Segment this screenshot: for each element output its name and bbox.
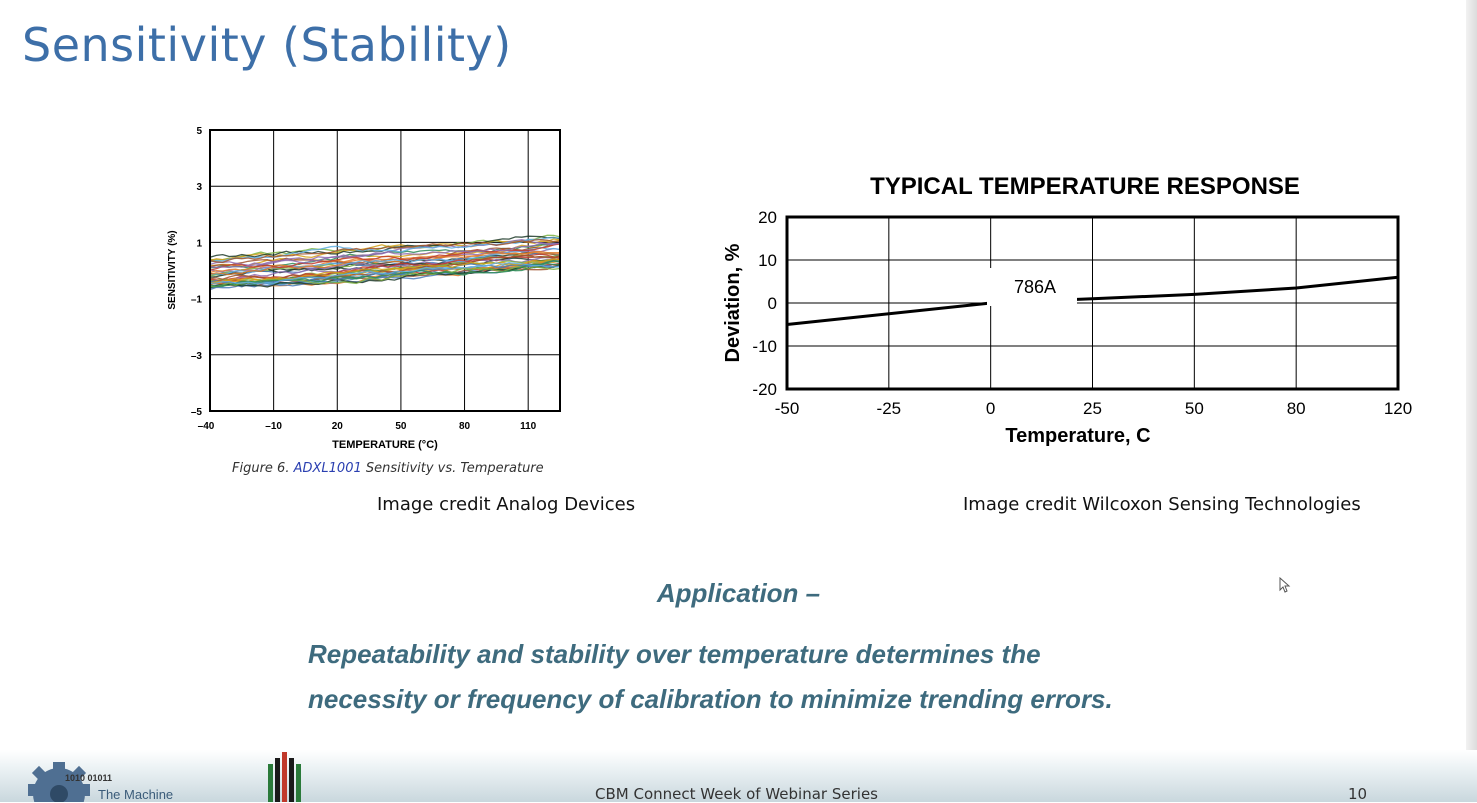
caption-prefix: Figure 6. — [232, 461, 294, 476]
y-tick-label: -20 — [752, 380, 777, 399]
chart-series-group — [209, 234, 561, 291]
sensitivity-series-line — [209, 259, 561, 288]
series-line-group — [786, 275, 1399, 326]
x-tick-label: -50 — [775, 399, 800, 418]
application-line-1: Repeatability and stability over tempera… — [308, 639, 1041, 669]
y-tick-label: 1 — [196, 238, 202, 249]
sensitivity-series-line — [209, 260, 561, 287]
university-logo-icon — [268, 752, 301, 802]
sensitivity-series-line — [209, 258, 561, 285]
application-text: Repeatability and stability over tempera… — [308, 632, 1208, 722]
series-label-bg — [987, 268, 1077, 306]
sensitivity-series-line — [209, 264, 561, 288]
x-tick-label: 80 — [1287, 399, 1306, 418]
image-credit-left: Image credit Analog Devices — [377, 494, 636, 515]
series-label-786a: 786A — [1014, 277, 1056, 297]
x-tick-label: 50 — [1185, 399, 1204, 418]
chart-title: TYPICAL TEMPERATURE RESPONSE — [870, 173, 1300, 200]
y-tick-label: –1 — [191, 295, 203, 306]
footer-series-title: CBM Connect Week of Webinar Series — [595, 785, 878, 803]
x-tick-label: 80 — [459, 421, 471, 432]
y-tick-label: 10 — [758, 251, 777, 270]
x-axis-label: TEMPERATURE (°C) — [332, 439, 438, 451]
y-tick-label: -10 — [752, 337, 777, 356]
slide-title: Sensitivity (Stability) — [22, 18, 512, 72]
plot-frame — [785, 215, 1400, 391]
x-tick-label: -25 — [877, 399, 902, 418]
chart-grid — [787, 216, 1398, 390]
logo-binary-text: 1010 01011 — [65, 773, 113, 783]
plot-frame — [209, 129, 561, 412]
window-edge — [1466, 0, 1477, 802]
y-tick-label: –5 — [191, 407, 203, 418]
y-tick-label: –3 — [191, 351, 203, 362]
temperature-response-chart: TYPICAL TEMPERATURE RESPONSE 786A 20 10 0 -… — [722, 173, 1412, 447]
x-tick-label: 0 — [986, 399, 995, 418]
series-line-786a — [786, 275, 1399, 326]
application-heading: Application – — [656, 578, 821, 608]
x-tick-label: 120 — [1384, 399, 1412, 418]
logo-label: The Machine — [98, 787, 174, 802]
caption-suffix: Sensitivity vs. Temperature — [361, 461, 544, 476]
y-tick-label: 3 — [196, 182, 202, 193]
sensitivity-chart: –5 –3 –1 1 3 5 –40 –10 20 50 80 110 TEMPERATURE (°… — [167, 126, 561, 451]
y-tick-label: 5 — [196, 126, 202, 137]
sensitivity-series-line — [209, 262, 561, 285]
gear-logo-icon — [28, 762, 90, 802]
footer-bar — [0, 750, 1477, 802]
image-credit-right: Image credit Wilcoxon Sensing Technologi… — [963, 494, 1361, 515]
sensitivity-series-line — [209, 242, 561, 268]
sensitivity-series-line — [209, 242, 561, 269]
sensitivity-series-line — [209, 250, 561, 276]
x-tick-label: 50 — [395, 421, 407, 432]
application-line-2: necessity or frequency of calibration to… — [308, 684, 1113, 714]
x-tick-label: 25 — [1083, 399, 1102, 418]
mouse-cursor-icon — [1279, 577, 1291, 593]
figure-caption: Figure 6. ADXL1001 Sensitivity vs. Tempe… — [232, 460, 544, 476]
y-axis-label: SENSITIVITY (%) — [167, 230, 178, 309]
page-number: 10 — [1348, 785, 1368, 803]
caption-link[interactable]: ADXL1001 — [293, 461, 362, 476]
x-axis-label: Temperature, C — [1005, 425, 1150, 447]
y-tick-label: 20 — [758, 208, 777, 227]
sensitivity-series-line — [209, 243, 561, 271]
x-tick-label: –40 — [198, 421, 215, 432]
y-tick-label: 0 — [768, 294, 777, 313]
x-tick-label: 20 — [332, 421, 344, 432]
x-tick-label: 110 — [520, 421, 537, 432]
x-tick-label: –10 — [265, 421, 282, 432]
sensitivity-series-line — [209, 266, 561, 288]
sensitivity-series-line — [209, 238, 561, 264]
y-axis-label: Deviation, % — [722, 243, 744, 362]
